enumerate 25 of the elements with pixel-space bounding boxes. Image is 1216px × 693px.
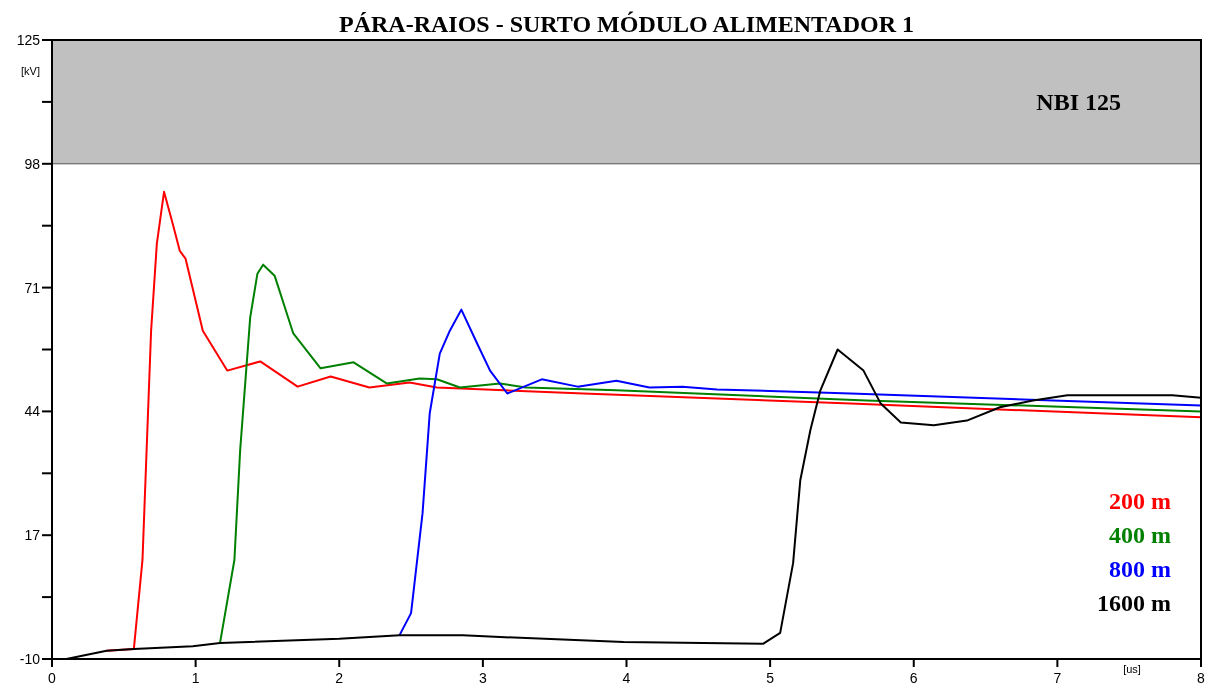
x-tick-label: 5 [766, 670, 775, 686]
text: 200 m [1109, 488, 1171, 514]
y-tick-label: 125 [16, 32, 41, 48]
x-tick-label: 8 [1197, 670, 1206, 686]
text: 400 m [1109, 522, 1171, 548]
x-tick-label: 1 [191, 670, 200, 686]
x-tick-label: 2 [335, 670, 344, 686]
band-label: NBI 125 [1036, 88, 1121, 115]
text: 1600 m [1097, 590, 1171, 616]
y-tick-label: 71 [24, 279, 41, 296]
x-tick-label: 6 [909, 670, 918, 686]
y-tick-label: -10 [19, 651, 41, 667]
y-tick-label: 17 [24, 527, 41, 544]
y-axis-title: [kV] [21, 64, 40, 77]
y-tick-label: 44 [24, 403, 41, 420]
x-tick-label: 3 [478, 670, 487, 686]
x-axis-title: [us] [1123, 663, 1141, 675]
x-tick-label: 7 [1053, 670, 1062, 686]
line-series [398, 308, 1202, 637]
text: 800 m [1109, 556, 1171, 582]
line-series [219, 263, 1202, 644]
chart-title: PÁRA-RAIOS - SURTO MÓDULO ALIMENTADOR 1 [339, 11, 914, 37]
x-tick-label: 4 [622, 670, 631, 686]
x-tick-label: 0 [48, 670, 57, 686]
y-tick-label: 98 [24, 155, 41, 172]
